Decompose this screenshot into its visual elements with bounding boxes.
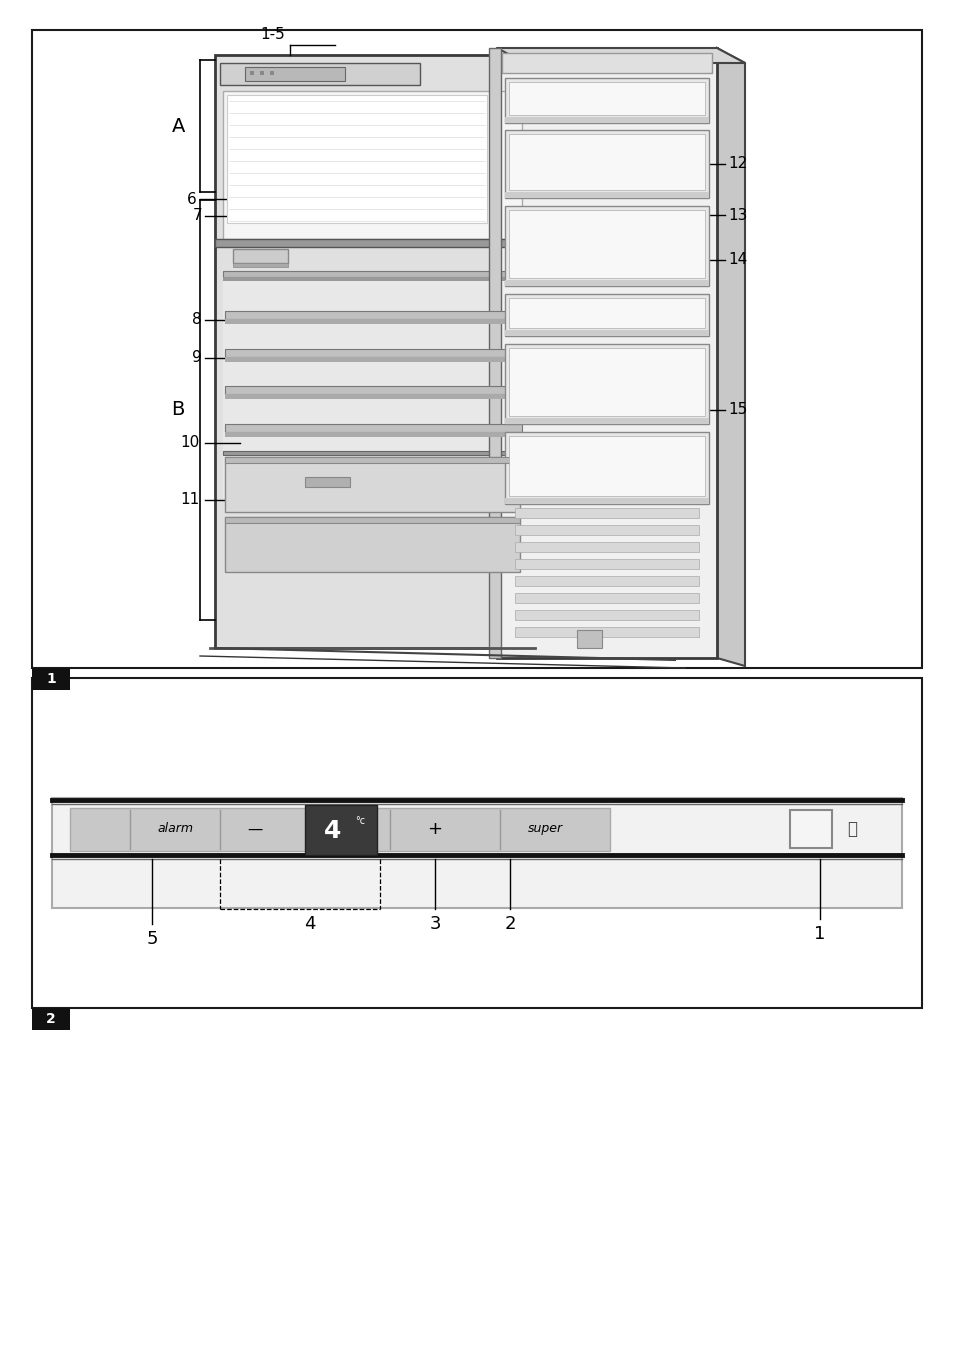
Bar bbox=[504, 79, 708, 123]
Bar bbox=[223, 451, 521, 455]
Text: A: A bbox=[172, 116, 185, 135]
Text: 3: 3 bbox=[429, 915, 440, 933]
Text: 7: 7 bbox=[193, 209, 202, 223]
Bar bbox=[70, 808, 609, 852]
Polygon shape bbox=[497, 47, 744, 64]
Text: 4: 4 bbox=[304, 915, 315, 933]
Text: 15: 15 bbox=[727, 402, 746, 417]
Bar bbox=[504, 192, 708, 198]
Bar bbox=[789, 810, 831, 848]
Bar bbox=[305, 806, 376, 854]
Bar bbox=[504, 432, 708, 504]
Bar bbox=[225, 320, 521, 324]
Bar bbox=[245, 66, 345, 81]
Bar bbox=[225, 424, 521, 432]
Bar bbox=[515, 525, 699, 535]
Bar bbox=[509, 83, 704, 115]
Bar bbox=[515, 575, 699, 586]
Bar bbox=[515, 627, 699, 636]
Bar bbox=[501, 53, 711, 73]
Polygon shape bbox=[717, 47, 744, 666]
Bar bbox=[225, 458, 519, 463]
Text: 2: 2 bbox=[46, 1011, 56, 1026]
Bar bbox=[223, 282, 521, 501]
Bar bbox=[225, 517, 519, 523]
Bar bbox=[250, 70, 253, 74]
Bar bbox=[52, 798, 901, 909]
Bar bbox=[504, 344, 708, 424]
Bar bbox=[32, 668, 70, 691]
Text: 1-5: 1-5 bbox=[260, 27, 285, 42]
Text: 2: 2 bbox=[504, 915, 516, 933]
Bar bbox=[223, 278, 521, 282]
Bar bbox=[32, 30, 921, 668]
Bar bbox=[515, 593, 699, 603]
Text: 13: 13 bbox=[727, 207, 746, 222]
Bar bbox=[225, 311, 521, 320]
Bar bbox=[260, 70, 264, 74]
Text: 11: 11 bbox=[180, 493, 200, 508]
Bar bbox=[504, 130, 708, 198]
Text: 5: 5 bbox=[146, 930, 157, 948]
Text: ⏻: ⏻ bbox=[846, 821, 856, 838]
Text: 1: 1 bbox=[46, 672, 56, 686]
Text: 1: 1 bbox=[814, 925, 825, 942]
Text: B: B bbox=[172, 401, 185, 420]
Bar bbox=[504, 330, 708, 336]
Bar bbox=[515, 542, 699, 552]
Bar bbox=[225, 458, 519, 512]
Bar bbox=[489, 47, 500, 658]
Bar bbox=[504, 280, 708, 286]
Bar bbox=[515, 508, 699, 519]
Bar bbox=[509, 210, 704, 278]
Text: —: — bbox=[247, 822, 262, 837]
Bar bbox=[270, 70, 274, 74]
Bar bbox=[225, 357, 521, 362]
Text: 6: 6 bbox=[187, 191, 196, 207]
Bar bbox=[504, 294, 708, 336]
Bar bbox=[509, 436, 704, 496]
Bar bbox=[515, 559, 699, 569]
Bar bbox=[32, 1007, 70, 1030]
Bar bbox=[504, 498, 708, 504]
Bar bbox=[504, 206, 708, 286]
Bar bbox=[225, 394, 521, 399]
Text: 10: 10 bbox=[180, 436, 200, 451]
Bar bbox=[223, 91, 521, 240]
Bar bbox=[227, 95, 486, 223]
Bar bbox=[509, 134, 704, 190]
Bar bbox=[233, 263, 288, 267]
Bar bbox=[214, 240, 530, 246]
Bar bbox=[225, 386, 521, 394]
Bar bbox=[504, 418, 708, 424]
Bar bbox=[225, 517, 519, 571]
Bar bbox=[509, 298, 704, 328]
Bar bbox=[305, 477, 350, 487]
Bar bbox=[225, 432, 521, 437]
Text: super: super bbox=[527, 822, 562, 835]
Text: °c: °c bbox=[355, 816, 365, 826]
Bar bbox=[509, 348, 704, 416]
Bar bbox=[220, 64, 419, 85]
Bar bbox=[515, 611, 699, 620]
Bar bbox=[223, 271, 521, 278]
Text: 8: 8 bbox=[193, 313, 202, 328]
Bar bbox=[504, 116, 708, 123]
Text: +: + bbox=[427, 821, 442, 838]
Bar bbox=[497, 47, 717, 658]
Text: 9: 9 bbox=[193, 351, 202, 366]
Bar bbox=[214, 56, 530, 649]
Bar bbox=[577, 630, 601, 649]
Text: alarm: alarm bbox=[157, 822, 193, 835]
Bar bbox=[233, 249, 288, 263]
Bar bbox=[32, 678, 921, 1007]
Text: 12: 12 bbox=[727, 157, 746, 172]
Text: 14: 14 bbox=[727, 252, 746, 268]
Text: 4: 4 bbox=[324, 819, 341, 844]
Bar bbox=[225, 349, 521, 357]
